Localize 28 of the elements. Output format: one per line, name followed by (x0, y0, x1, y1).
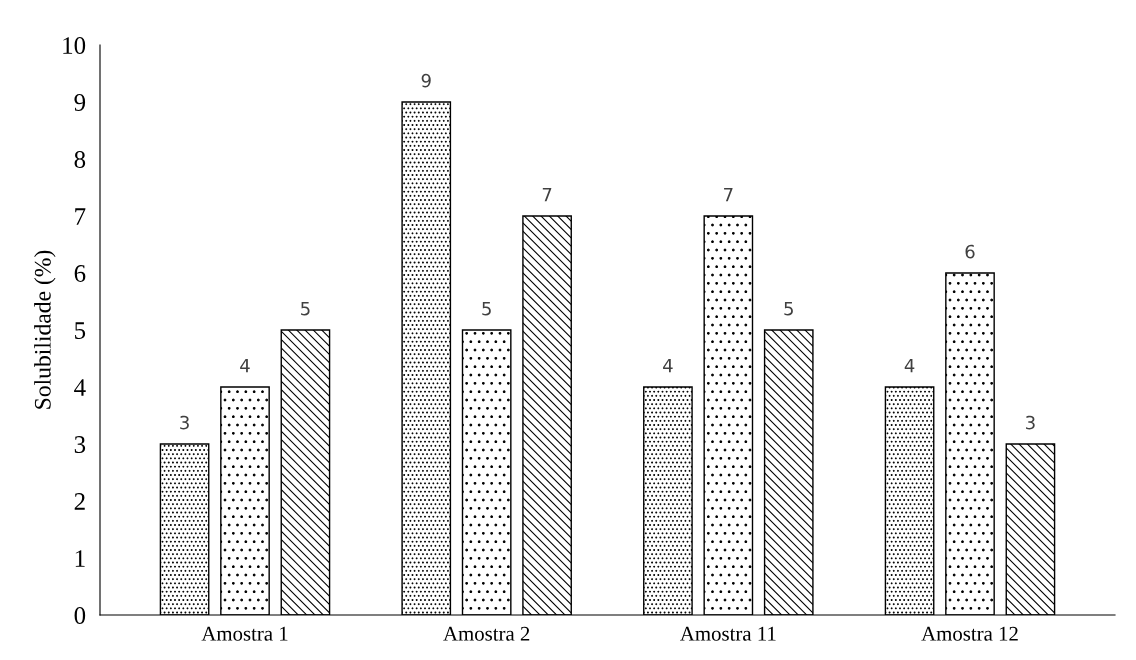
y-tick-label: 1 (75, 550, 85, 567)
data-label: 3 (180, 415, 189, 430)
data-label: 4 (663, 358, 673, 373)
data-label: 4 (240, 358, 250, 373)
data-label: 6 (965, 244, 975, 259)
data-label: 7 (724, 187, 733, 202)
x-tick-label: Amostra 12 (921, 626, 1018, 641)
y-tick-label: 7 (75, 208, 86, 225)
y-tick-label: 9 (74, 94, 86, 111)
x-tick-label: Amostra 1 (201, 626, 288, 641)
y-tick-label: 6 (74, 265, 86, 282)
data-label: 5 (784, 301, 793, 316)
x-tick-label: Amostra 2 (443, 626, 530, 641)
y-tick-label: 0 (74, 607, 86, 624)
y-tick-label: 8 (74, 151, 86, 168)
data-label: 5 (301, 301, 310, 316)
y-tick-label: 4 (74, 379, 86, 396)
y-tick-label: 10 (63, 37, 86, 54)
data-label: 5 (482, 301, 491, 316)
y-tick-label: 3 (74, 436, 86, 453)
data-label: 3 (1026, 415, 1035, 430)
data-label: 7 (542, 187, 552, 202)
data-label: 9 (421, 73, 431, 88)
data-label: 4 (904, 358, 915, 373)
y-axis-title: Solubilidade (%) (34, 250, 56, 409)
x-tick-label: Amostra 11 (680, 626, 776, 641)
y-tick-label: 2 (74, 493, 85, 510)
y-tick-label: 5 (75, 322, 86, 339)
